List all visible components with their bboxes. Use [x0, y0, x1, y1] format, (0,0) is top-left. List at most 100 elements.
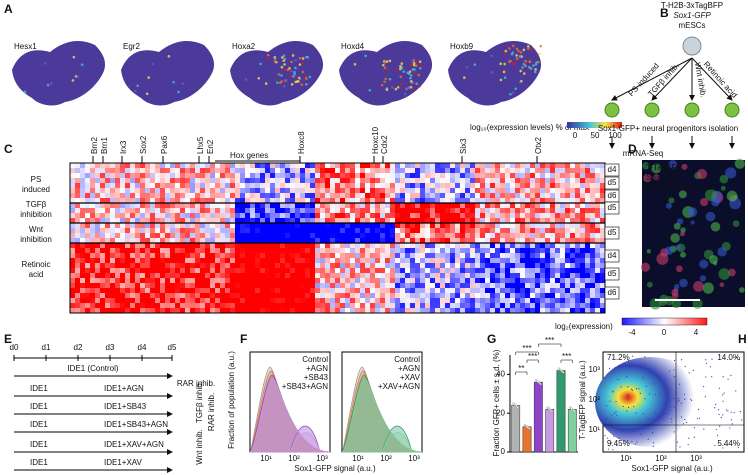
- heat-cell: [530, 218, 536, 224]
- heat-cell: [405, 238, 411, 244]
- heat-cell: [495, 203, 501, 209]
- heat-cell: [210, 278, 216, 284]
- heat-cell: [355, 248, 361, 254]
- umap-dot: [295, 75, 298, 79]
- heat-cell: [470, 213, 476, 219]
- event: [719, 425, 721, 427]
- event: [613, 435, 615, 437]
- heat-cell: [285, 308, 291, 314]
- heat-cell: [265, 293, 271, 299]
- heat-cell: [450, 178, 456, 184]
- day: d5: [608, 178, 617, 187]
- heat-cell: [75, 198, 81, 204]
- heat-cell: [100, 183, 106, 189]
- heat-cell: [310, 188, 316, 194]
- heat-cell: [550, 198, 556, 204]
- heat-cell: [400, 278, 406, 284]
- heat-cell: [130, 303, 136, 309]
- heat-cell: [270, 303, 276, 309]
- heat-cell: [450, 238, 456, 244]
- heat-cell: [210, 298, 216, 304]
- heat-cell: [70, 223, 76, 229]
- heat-cell: [270, 203, 276, 209]
- heat-cell: [455, 233, 461, 239]
- nucleus: [699, 197, 709, 207]
- heat-cell: [535, 188, 541, 194]
- event: [737, 446, 739, 448]
- umap-dot: [505, 45, 509, 48]
- heat-cell: [165, 228, 171, 234]
- heat-cell: [95, 183, 101, 189]
- heat-cell: [405, 208, 411, 214]
- heat-cell: [540, 233, 546, 239]
- heat-cell: [270, 263, 276, 269]
- heat-cell: [315, 273, 321, 279]
- event: [668, 370, 671, 372]
- event: [723, 392, 725, 394]
- heat-cell: [195, 303, 201, 309]
- heat-cell: [200, 218, 206, 224]
- heat-cell: [270, 233, 276, 239]
- heat-cell: [165, 253, 171, 259]
- heat-cell: [120, 303, 126, 309]
- heat-cell: [85, 233, 91, 239]
- bar: [567, 409, 577, 453]
- heat-cell: [360, 283, 366, 289]
- y-label: T-TagBFP signal (a.u.): [578, 360, 587, 440]
- nucleus: [665, 202, 672, 209]
- heat-cell: [295, 268, 301, 274]
- heat-cell: [330, 283, 336, 289]
- heat-cell: [185, 308, 191, 314]
- quadrant-pct: 14.0%: [717, 353, 740, 362]
- event: [627, 406, 630, 408]
- heat-cell: [335, 228, 341, 234]
- heat-cell: [85, 218, 91, 224]
- heat-cell: [295, 298, 301, 304]
- heat-cell: [470, 188, 476, 194]
- umap-dot: [298, 56, 302, 60]
- heat-cell: [560, 283, 566, 289]
- heat-cell: [270, 273, 276, 279]
- heat-cell: [300, 168, 306, 174]
- heat-cell: [395, 248, 401, 254]
- heat-cell: [230, 163, 236, 169]
- event: [714, 407, 716, 409]
- heat-cell: [115, 268, 121, 274]
- heat-cell: [580, 218, 586, 224]
- heat-cell: [280, 183, 286, 189]
- heat-cell: [200, 238, 206, 244]
- heat-cell: [355, 178, 361, 184]
- heat-cell: [440, 273, 446, 279]
- heat-cell: [225, 203, 231, 209]
- heat-cell: [550, 213, 556, 219]
- heat-cell: [355, 218, 361, 224]
- sig-bracket: [526, 359, 539, 363]
- heat-cell: [570, 293, 576, 299]
- event: [652, 432, 654, 434]
- heat-cell: [465, 263, 471, 269]
- day: d4: [138, 343, 147, 352]
- heat-cell: [220, 228, 226, 234]
- heat-cell: [450, 233, 456, 239]
- heat-cell: [210, 213, 216, 219]
- heat-cell: [590, 213, 596, 219]
- heat-cell: [385, 183, 391, 189]
- heatmap: [70, 163, 606, 314]
- heat-cell: [190, 173, 196, 179]
- heat-cell: [295, 263, 301, 269]
- heat-cell: [435, 188, 441, 194]
- heat-cell: [100, 233, 106, 239]
- x-tick-label: 10³: [408, 454, 420, 463]
- heat-cell: [205, 173, 211, 179]
- heat-cell: [560, 218, 566, 224]
- heat-cell: [480, 183, 486, 189]
- heat-cell: [360, 248, 366, 254]
- heat-cell: [550, 278, 556, 284]
- heat-cell: [430, 218, 436, 224]
- heat-cell: [105, 233, 111, 239]
- heat-cell: [240, 238, 246, 244]
- heat-cell: [190, 283, 196, 289]
- heat-cell: [360, 168, 366, 174]
- nucleus: [643, 173, 652, 183]
- heat-cell: [270, 223, 276, 229]
